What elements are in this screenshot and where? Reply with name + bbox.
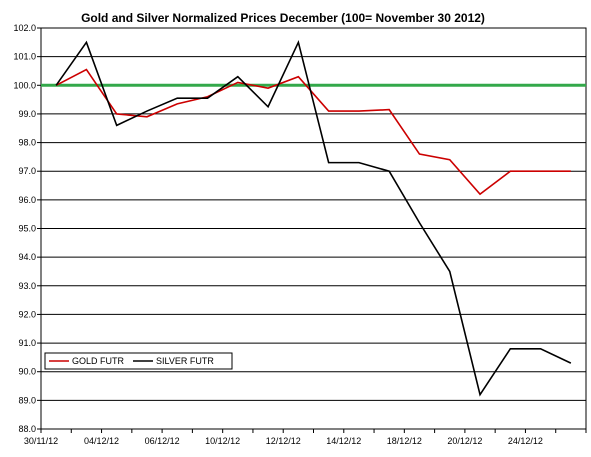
y-tick-label: 99.0 bbox=[18, 109, 36, 119]
y-tick-label: 90.0 bbox=[18, 367, 36, 377]
y-tick-label: 91.0 bbox=[18, 338, 36, 348]
y-tick-label: 93.0 bbox=[18, 281, 36, 291]
x-tick-label: 20/12/12 bbox=[447, 436, 482, 446]
y-axis-ticks: 88.0 89.0 90.0 91.0 92.0 93.0 94.0 95.0 96.0 97.0… bbox=[13, 23, 41, 434]
y-tick-label: 95.0 bbox=[18, 224, 36, 234]
x-tick-label: 04/12/12 bbox=[84, 436, 119, 446]
x-tick-label: 18/12/12 bbox=[387, 436, 422, 446]
x-tick-label: 06/12/12 bbox=[145, 436, 180, 446]
x-tick-label: 14/12/12 bbox=[326, 436, 361, 446]
grid-lines bbox=[41, 56, 586, 401]
y-tick-label: 98.0 bbox=[18, 138, 36, 148]
y-tick-label: 92.0 bbox=[18, 309, 36, 319]
x-axis-ticks: 30/11/12 04/12/12 06/12/12 10/12/12 12/12/12… bbox=[24, 429, 587, 446]
legend: GOLD FUTR SILVER FUTR bbox=[44, 352, 233, 370]
series-line-gold bbox=[55, 68, 571, 196]
y-tick-label: 97.0 bbox=[18, 166, 36, 176]
x-tick-label: 12/12/12 bbox=[266, 436, 301, 446]
y-tick-label: 89.0 bbox=[18, 395, 36, 405]
x-tick-label: 24/12/12 bbox=[508, 436, 543, 446]
y-tick-label: 94.0 bbox=[18, 252, 36, 262]
y-tick-label: 96.0 bbox=[18, 195, 36, 205]
y-tick-label: 101.0 bbox=[13, 52, 36, 62]
series-line-silver bbox=[55, 39, 572, 397]
legend-label: SILVER FUTR bbox=[156, 356, 214, 366]
chart-title: Gold and Silver Normalized Prices Decemb… bbox=[81, 11, 485, 25]
y-tick-label: 100.0 bbox=[13, 80, 36, 90]
y-tick-label: 88.0 bbox=[18, 424, 36, 434]
x-tick-label: 30/11/12 bbox=[24, 436, 58, 446]
series-group bbox=[55, 39, 572, 397]
x-tick-label: 10/12/12 bbox=[205, 436, 240, 446]
y-tick-label: 102.0 bbox=[13, 23, 36, 33]
legend-label: GOLD FUTR bbox=[72, 356, 125, 366]
